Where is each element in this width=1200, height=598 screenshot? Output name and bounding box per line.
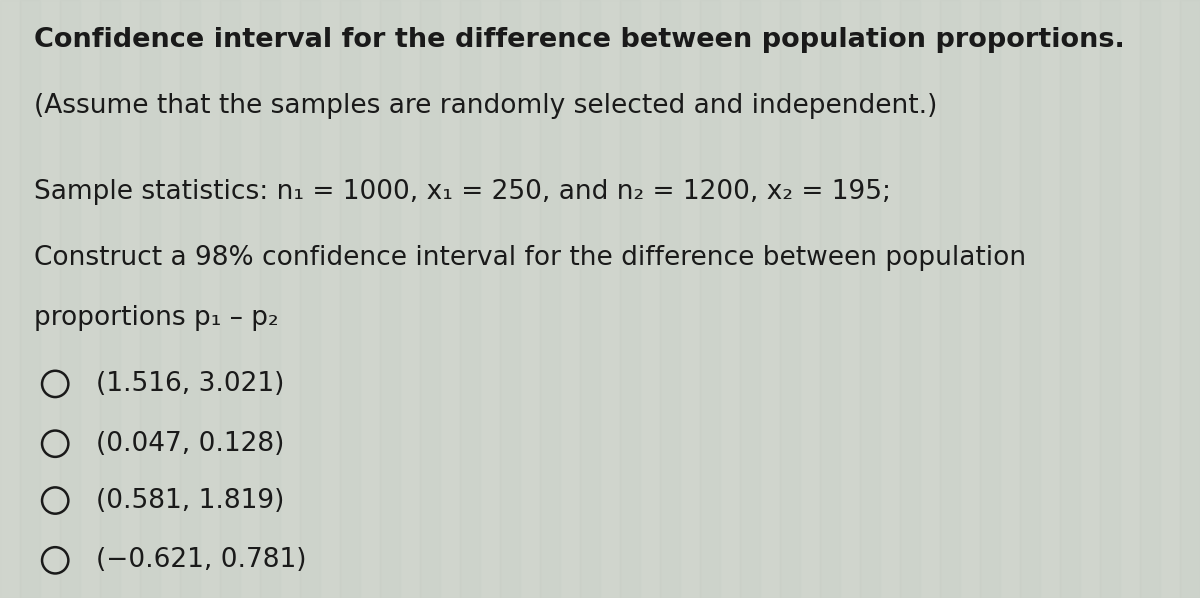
Bar — [200, 0, 220, 598]
Bar — [760, 0, 780, 598]
Bar — [660, 0, 680, 598]
Bar — [600, 0, 620, 598]
Bar — [220, 0, 240, 598]
Bar — [20, 0, 40, 598]
Bar — [1160, 0, 1180, 598]
Bar — [640, 0, 660, 598]
Text: Sample statistics: n₁ = 1000, x₁ = 250, and n₂ = 1200, x₂ = 195;: Sample statistics: n₁ = 1000, x₁ = 250, … — [34, 179, 890, 205]
Bar — [1000, 0, 1020, 598]
Text: (Assume that the samples are randomly selected and independent.): (Assume that the samples are randomly se… — [34, 93, 937, 118]
Bar — [440, 0, 460, 598]
Bar — [1140, 0, 1160, 598]
Bar — [100, 0, 120, 598]
Bar — [560, 0, 580, 598]
Bar — [1020, 0, 1040, 598]
Bar — [160, 0, 180, 598]
Text: (1.516, 3.021): (1.516, 3.021) — [96, 371, 284, 397]
Bar — [140, 0, 160, 598]
Bar — [1060, 0, 1080, 598]
Bar — [500, 0, 520, 598]
Bar — [980, 0, 1000, 598]
Bar — [840, 0, 860, 598]
Text: (−0.621, 0.781): (−0.621, 0.781) — [96, 547, 306, 573]
Bar — [1040, 0, 1060, 598]
Bar — [280, 0, 300, 598]
Bar — [540, 0, 560, 598]
Bar — [780, 0, 800, 598]
Bar — [720, 0, 740, 598]
Bar — [480, 0, 500, 598]
Bar — [880, 0, 900, 598]
Bar — [420, 0, 440, 598]
Bar — [580, 0, 600, 598]
Bar — [380, 0, 400, 598]
Bar — [940, 0, 960, 598]
Text: Construct a 98% confidence interval for the difference between population: Construct a 98% confidence interval for … — [34, 245, 1026, 271]
Bar — [620, 0, 640, 598]
Bar — [1080, 0, 1100, 598]
Bar — [1120, 0, 1140, 598]
Text: proportions p₁ – p₂: proportions p₁ – p₂ — [34, 305, 278, 331]
Bar — [460, 0, 480, 598]
Bar — [80, 0, 100, 598]
Bar — [400, 0, 420, 598]
Bar — [360, 0, 380, 598]
Bar — [860, 0, 880, 598]
Bar — [120, 0, 140, 598]
Bar — [820, 0, 840, 598]
Text: (0.047, 0.128): (0.047, 0.128) — [96, 431, 284, 457]
Text: (0.581, 1.819): (0.581, 1.819) — [96, 487, 284, 514]
Bar — [800, 0, 820, 598]
Bar — [1180, 0, 1200, 598]
Bar — [340, 0, 360, 598]
Bar — [0, 0, 20, 598]
Bar — [260, 0, 280, 598]
Bar — [740, 0, 760, 598]
Bar — [1100, 0, 1120, 598]
Text: Confidence interval for the difference between population proportions.: Confidence interval for the difference b… — [34, 27, 1124, 53]
Bar — [920, 0, 940, 598]
Bar — [240, 0, 260, 598]
Bar — [60, 0, 80, 598]
Bar — [320, 0, 340, 598]
Bar — [700, 0, 720, 598]
Bar — [900, 0, 920, 598]
Bar — [40, 0, 60, 598]
Bar — [300, 0, 320, 598]
Bar — [520, 0, 540, 598]
Bar — [960, 0, 980, 598]
Bar — [180, 0, 200, 598]
Bar — [680, 0, 700, 598]
